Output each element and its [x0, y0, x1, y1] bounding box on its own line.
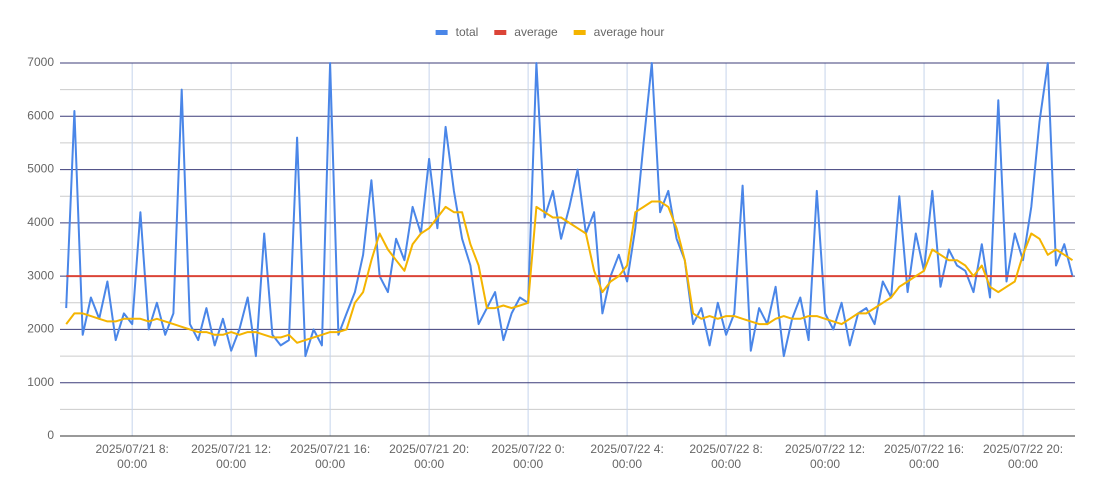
x-tick-label: 2025/07/22 4: 00:00 [590, 442, 663, 471]
x-tick-label: 2025/07/21 12: 00:00 [191, 442, 271, 471]
x-tick-label: 2025/07/22 20: 00:00 [983, 442, 1063, 471]
y-tick-label: 7000 [27, 55, 54, 69]
grid [60, 62, 1075, 437]
legend-item: total [435, 25, 479, 39]
y-tick-label: 4000 [27, 215, 54, 229]
series-line [65, 62, 1074, 358]
y-tick-label: 3000 [27, 268, 54, 282]
y-tick-label: 5000 [27, 162, 54, 176]
y-tick-label: 6000 [27, 108, 54, 122]
legend-label: total [456, 25, 479, 39]
legend-item: average hour [573, 25, 665, 39]
x-tick-label: 2025/07/21 20: 00:00 [389, 442, 469, 471]
x-tick-label: 2025/07/22 16: 00:00 [884, 442, 964, 471]
legend: total average average hour [435, 25, 665, 39]
legend-swatch [435, 30, 448, 35]
legend-label: average hour [594, 25, 665, 39]
legend-label: average [514, 25, 558, 39]
legend-item: average [494, 25, 558, 39]
x-tick-label: 2025/07/22 0: 00:00 [491, 442, 564, 471]
y-tick-label: 2000 [27, 322, 54, 336]
x-tick-label: 2025/07/22 8: 00:00 [689, 442, 762, 471]
x-tick-label: 2025/07/21 8: 00:00 [95, 442, 168, 471]
y-tick-label: 0 [47, 428, 54, 442]
legend-swatch [494, 30, 507, 35]
x-tick-label: 2025/07/21 16: 00:00 [290, 442, 370, 471]
x-tick-label: 2025/07/22 12: 00:00 [785, 442, 865, 471]
y-tick-label: 1000 [27, 375, 54, 389]
legend-swatch [573, 30, 586, 35]
series-line [65, 200, 1074, 344]
